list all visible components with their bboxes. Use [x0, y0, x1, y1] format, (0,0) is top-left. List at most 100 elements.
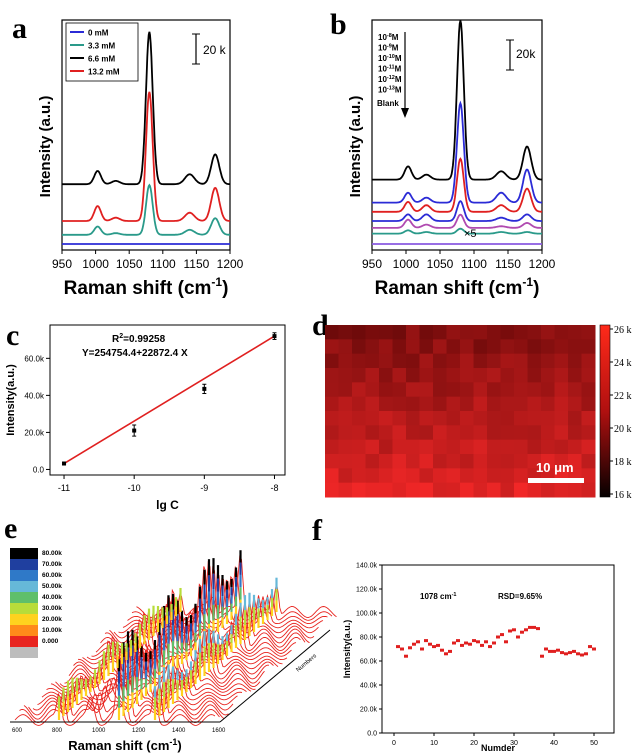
- heatmap-cell: [338, 353, 353, 369]
- heatmap-cell: [568, 396, 582, 412]
- panel-label-a: a: [12, 12, 27, 45]
- legend-swatch-7: [10, 625, 38, 636]
- y-tick-label: 20.0k: [24, 428, 45, 437]
- data-point: [476, 640, 480, 644]
- x-tick-label: 50: [590, 740, 598, 747]
- heatmap-cell: [581, 353, 596, 369]
- heatmap-cell: [581, 325, 596, 340]
- colorbar-tick-label: 26 k: [614, 325, 632, 336]
- heatmap-cell: [487, 382, 501, 398]
- heatmap-cell: [514, 368, 528, 383]
- heatmap-cell: [541, 396, 555, 412]
- heatmap-cell: [352, 339, 366, 355]
- concentration-exponent: -12: [387, 75, 395, 81]
- heatmap-cell: [419, 482, 434, 498]
- x-tick-label: 1000: [393, 257, 420, 271]
- concentration-unit: M: [392, 33, 399, 42]
- heatmap-cell: [581, 468, 596, 484]
- heatmap-cell: [568, 368, 582, 383]
- heatmap-cell: [446, 368, 461, 383]
- heatmap-cell: [554, 439, 569, 455]
- heatmap-cell: [446, 339, 461, 355]
- x-tick-label: 1200: [132, 728, 146, 734]
- data-point: [496, 635, 500, 639]
- heatmap-cell: [365, 439, 380, 455]
- heatmap-cell: [527, 353, 542, 369]
- heatmap-cell: [460, 382, 474, 398]
- heatmap-cell: [433, 382, 447, 398]
- heatmap-cell: [352, 482, 366, 498]
- panel-e-waterfall: 80.00k 70.00k 60.00k 50.00k 40.00k 30.00k 20.0…: [10, 548, 337, 753]
- heatmap-cell: [568, 382, 582, 398]
- heatmap-cell: [514, 425, 528, 441]
- heatmap-cell: [554, 339, 569, 355]
- plot-frame: [381, 564, 615, 734]
- panel-d-heatmap: 10 μm 26 k 24 k 22 k 20 k 18 k 16 k: [325, 324, 632, 501]
- concentration-unit: M: [392, 44, 399, 53]
- heatmap-cell: [433, 411, 447, 426]
- concentration-base: 10: [378, 86, 387, 95]
- data-point: [528, 625, 532, 629]
- heatmap-cell: [514, 454, 528, 469]
- heatmap-cell: [568, 482, 582, 498]
- x-axis-label-text: Raman shift (cm: [68, 738, 169, 753]
- data-point: [580, 653, 584, 657]
- legend-swatch-6: [10, 614, 38, 625]
- heatmap-cell: [581, 439, 596, 455]
- spectrum-series-2: [372, 157, 543, 213]
- heatmap-cell: [460, 454, 474, 469]
- heatmap-cell: [568, 425, 582, 441]
- heatmap-cell: [446, 382, 461, 398]
- data-point: [272, 334, 277, 339]
- x-tick-label: 1000: [92, 728, 106, 734]
- heatmap-cell: [352, 411, 366, 426]
- heatmap-cell: [541, 353, 555, 369]
- heatmap-cell: [406, 439, 420, 455]
- data-point: [484, 640, 488, 644]
- heatmap-cell: [527, 482, 542, 498]
- colorbar-tick-label: 22 k: [614, 391, 632, 402]
- concentration-exponent: -9: [387, 44, 392, 50]
- x-tick-label: 1050: [427, 257, 454, 271]
- heatmap-cell: [460, 425, 474, 441]
- scale-bar: [528, 478, 584, 483]
- panel-label-c: c: [6, 319, 19, 352]
- heatmap-cell: [514, 382, 528, 398]
- concentration-unit: M: [395, 54, 402, 63]
- panel-label-d: d: [312, 309, 329, 342]
- legend-value-8: 0.000: [42, 638, 59, 645]
- heatmap-cell: [365, 425, 380, 441]
- heatmap-cell: [568, 325, 582, 340]
- x-axis-label-end: ): [533, 278, 539, 299]
- heatmap-cell: [406, 482, 420, 498]
- heatmap-cell: [433, 425, 447, 441]
- x-tick-label: 20: [470, 740, 478, 747]
- concentration-unit: M: [395, 86, 402, 95]
- x-tick-label: 10: [430, 740, 438, 747]
- heatmap-cell: [581, 411, 596, 426]
- legend-value-0: 80.00k: [42, 550, 62, 557]
- heatmap-cell: [460, 482, 474, 498]
- heatmap-cell: [581, 425, 596, 441]
- x-tick-label: 1600: [212, 728, 226, 734]
- legend-value-2: 60.00k: [42, 572, 62, 579]
- data-point: [420, 647, 424, 651]
- x-axis-label-end: ): [177, 738, 181, 753]
- heatmap-cell: [419, 339, 434, 355]
- r-squared-symbol: R: [112, 334, 120, 345]
- panel-label-b: b: [330, 8, 347, 41]
- data-point: [492, 641, 496, 645]
- heatmap-cell: [338, 411, 353, 426]
- heatmap-cell: [379, 382, 393, 398]
- heatmap-cell: [541, 454, 555, 469]
- x-axis-label: Raman shift (cm-1): [375, 275, 540, 299]
- heatmap-cell: [446, 468, 461, 484]
- heatmap-cell: [487, 425, 501, 441]
- heatmap-cell: [433, 439, 447, 455]
- heatmap-cell: [379, 482, 393, 498]
- colorbar-tick-label: 24 k: [614, 358, 632, 369]
- heatmap-cell: [325, 411, 339, 426]
- y-tick-label: 0.0: [33, 465, 45, 474]
- data-point: [62, 461, 67, 466]
- heatmap-cell: [460, 353, 474, 369]
